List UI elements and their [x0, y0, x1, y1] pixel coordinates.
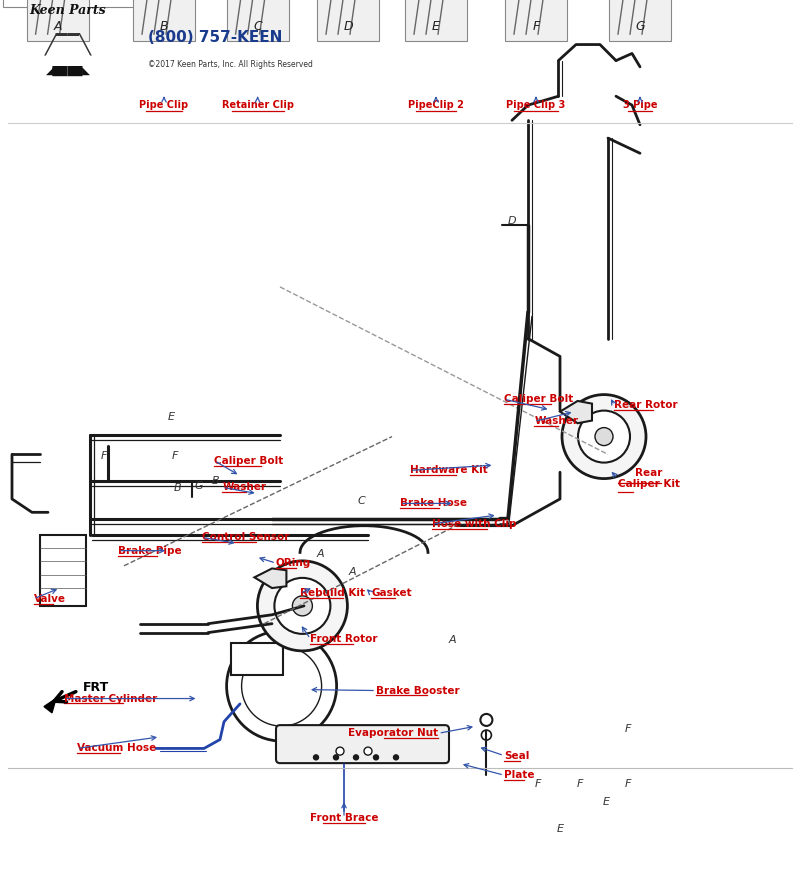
Text: ╱▔▔╲: ╱▔▔╲: [45, 33, 91, 56]
Text: A: A: [54, 20, 62, 33]
Text: 3 Pipe: 3 Pipe: [622, 100, 658, 110]
Circle shape: [578, 411, 630, 462]
Text: Retainer Clip: Retainer Clip: [222, 100, 294, 110]
Text: F: F: [532, 20, 540, 33]
Text: Caliper Bolt: Caliper Bolt: [214, 455, 284, 466]
Text: Valve: Valve: [34, 593, 66, 604]
Text: F: F: [625, 723, 631, 734]
Text: Caliper Bolt: Caliper Bolt: [504, 394, 574, 405]
Text: A: A: [348, 567, 356, 577]
Circle shape: [336, 748, 344, 755]
Text: Plate: Plate: [504, 770, 534, 781]
Text: E: E: [432, 20, 440, 33]
Text: Brake Hose: Brake Hose: [400, 498, 467, 509]
Text: Washer: Washer: [222, 482, 266, 493]
Text: Gasket: Gasket: [371, 588, 412, 599]
Text: ORing: ORing: [276, 558, 311, 568]
Text: E: E: [557, 823, 563, 834]
Circle shape: [334, 755, 338, 760]
Text: Rear Rotor: Rear Rotor: [614, 400, 678, 411]
Circle shape: [595, 428, 613, 446]
FancyBboxPatch shape: [405, 0, 467, 41]
Text: (800) 757-KEEN: (800) 757-KEEN: [148, 30, 282, 45]
Polygon shape: [254, 568, 286, 588]
Text: Rebuild Kit: Rebuild Kit: [300, 588, 365, 599]
Text: A: A: [448, 634, 456, 645]
Text: G: G: [194, 480, 202, 491]
Circle shape: [482, 730, 491, 740]
Text: Hardware Kit: Hardware Kit: [410, 465, 487, 476]
Text: ◢████◣: ◢████◣: [46, 66, 90, 77]
Text: Brake Pipe: Brake Pipe: [118, 545, 182, 556]
Circle shape: [354, 755, 358, 760]
FancyBboxPatch shape: [505, 0, 567, 41]
Text: Hose with Clip: Hose with Clip: [432, 519, 517, 529]
Text: Brake Booster: Brake Booster: [376, 685, 460, 696]
Text: B: B: [212, 476, 220, 486]
Text: ©2017 Keen Parts, Inc. All Rights Reserved: ©2017 Keen Parts, Inc. All Rights Reserv…: [148, 60, 313, 69]
Text: Keen Parts: Keen Parts: [30, 4, 106, 17]
Text: Front Brace: Front Brace: [310, 813, 378, 823]
Text: C: C: [254, 20, 262, 33]
Text: PipeClip 2: PipeClip 2: [408, 100, 464, 110]
Text: F: F: [101, 451, 107, 462]
Text: B: B: [160, 20, 168, 33]
Text: B: B: [174, 483, 182, 494]
Circle shape: [258, 560, 347, 651]
Text: Washer: Washer: [534, 416, 578, 427]
Text: Pipe Clip 3: Pipe Clip 3: [506, 100, 566, 110]
Text: Evaporator Nut: Evaporator Nut: [348, 728, 438, 739]
Text: F: F: [171, 451, 178, 462]
Text: Seal: Seal: [504, 750, 530, 761]
FancyBboxPatch shape: [609, 0, 671, 41]
Circle shape: [480, 714, 492, 726]
Text: Rear
Caliper Kit: Rear Caliper Kit: [618, 468, 680, 489]
Circle shape: [562, 395, 646, 478]
Text: F: F: [577, 779, 583, 789]
FancyBboxPatch shape: [231, 642, 283, 674]
Circle shape: [364, 748, 372, 755]
FancyBboxPatch shape: [26, 0, 89, 41]
Text: G: G: [635, 20, 645, 33]
Circle shape: [293, 596, 312, 616]
FancyBboxPatch shape: [133, 0, 195, 41]
Text: C: C: [358, 495, 366, 506]
FancyBboxPatch shape: [3, 0, 137, 7]
Circle shape: [394, 755, 398, 760]
Text: F: F: [625, 779, 631, 789]
Text: F: F: [534, 779, 541, 789]
Text: E: E: [603, 797, 610, 807]
Text: FRT: FRT: [83, 682, 110, 694]
FancyBboxPatch shape: [226, 0, 289, 41]
Text: Pipe Clip: Pipe Clip: [139, 100, 189, 110]
Circle shape: [314, 755, 318, 760]
Polygon shape: [44, 699, 56, 713]
Text: E: E: [168, 412, 174, 422]
Text: D: D: [343, 20, 353, 33]
Text: Front Rotor: Front Rotor: [310, 634, 378, 644]
Circle shape: [274, 578, 330, 634]
Text: Master Cylinder: Master Cylinder: [64, 693, 158, 704]
Text: D: D: [508, 216, 516, 226]
Text: Vacuum Hose: Vacuum Hose: [77, 743, 156, 754]
FancyBboxPatch shape: [276, 725, 449, 763]
Circle shape: [374, 755, 378, 760]
Polygon shape: [560, 401, 592, 423]
Text: A: A: [316, 549, 324, 560]
Text: Control Sensor: Control Sensor: [202, 532, 289, 543]
FancyBboxPatch shape: [317, 0, 379, 41]
